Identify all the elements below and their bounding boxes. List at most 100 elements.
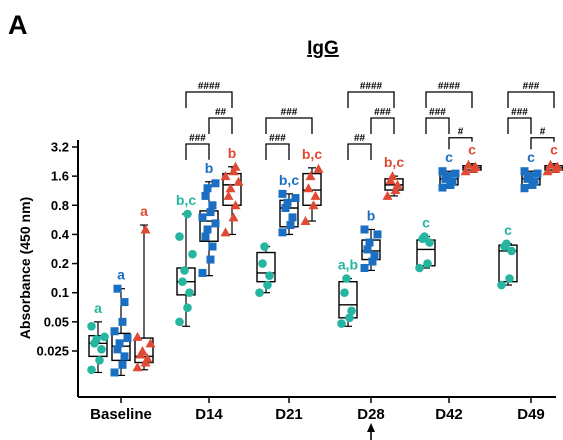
significance-bracket: ## <box>208 107 233 134</box>
data-point <box>370 251 379 260</box>
significance-bracket: #### <box>425 81 473 108</box>
significance-bracket: ### <box>507 107 532 134</box>
data-point <box>497 280 506 290</box>
significance-bracket: ### <box>370 107 395 134</box>
data-point <box>180 266 189 275</box>
data-point <box>201 191 210 200</box>
group-letter: a,b <box>338 257 358 273</box>
x-tick-label: D28 <box>357 406 385 423</box>
data-point <box>363 245 372 254</box>
y-tick-label: 0.05 <box>44 314 69 329</box>
data-point <box>288 213 297 222</box>
x-tick-label: D49 <box>517 406 545 423</box>
significance-label: #### <box>198 81 221 92</box>
group-letter: c <box>468 142 476 158</box>
data-point <box>281 203 290 212</box>
data-point <box>423 259 432 268</box>
data-point <box>520 184 529 193</box>
data-point <box>542 166 553 176</box>
data-point <box>382 190 393 200</box>
data-point <box>110 368 119 377</box>
data-point <box>258 259 267 268</box>
group-letter: b <box>228 145 237 161</box>
data-point <box>505 274 514 283</box>
data-point <box>392 179 403 189</box>
data-point <box>533 169 542 178</box>
significance-label: ### <box>281 107 298 118</box>
data-point <box>451 169 460 178</box>
data-point <box>120 298 129 307</box>
data-point <box>178 277 187 286</box>
group-letter: c <box>504 222 512 238</box>
significance-label: ### <box>523 81 540 92</box>
bracket-line <box>265 117 313 134</box>
group-letter: b,c <box>176 192 196 208</box>
group-letter: c <box>550 142 558 158</box>
panel-label: A <box>8 10 28 40</box>
data-point <box>313 163 324 173</box>
significance-bracket: #### <box>347 81 395 108</box>
data-point <box>132 331 143 341</box>
bracket-line <box>448 137 473 150</box>
x-tick-label: D42 <box>435 406 463 423</box>
y-tick-label: 0.1 <box>51 285 69 300</box>
data-point <box>360 264 369 273</box>
significance-label: ### <box>374 107 391 118</box>
y-tick-label: 0.2 <box>51 256 69 271</box>
group-letter: c <box>422 215 430 231</box>
data-point <box>373 230 382 239</box>
data-point <box>208 242 217 251</box>
data-point <box>387 171 398 181</box>
data-point <box>185 288 194 298</box>
data-point <box>443 172 452 181</box>
data-point <box>278 228 287 237</box>
significance-label: ## <box>354 133 366 144</box>
significance-bracket: # <box>530 127 555 150</box>
data-point <box>220 227 231 237</box>
data-point <box>183 303 192 313</box>
data-point <box>92 335 101 344</box>
data-point <box>225 183 236 193</box>
box-plots <box>88 163 563 376</box>
data-point <box>183 209 192 219</box>
data-point <box>188 249 197 259</box>
bracket-line <box>530 137 555 150</box>
significance-label: ### <box>269 133 286 144</box>
data-point <box>120 352 129 361</box>
data-point <box>95 356 104 365</box>
data-point <box>345 313 354 323</box>
significance-bracket: ### <box>425 107 450 134</box>
data-point <box>223 190 234 200</box>
data-point <box>415 263 424 273</box>
bracket-line <box>370 117 395 134</box>
data-point <box>208 201 217 210</box>
arrow-marker <box>367 423 375 440</box>
data-point <box>137 346 148 355</box>
y-axis-label: Absorbance (450 nm) <box>17 197 33 339</box>
y-tick-label: 3.2 <box>51 140 69 155</box>
data-point <box>438 183 447 192</box>
data-point <box>283 198 292 207</box>
significance-bracket: ### <box>265 107 313 134</box>
data-point <box>211 219 220 228</box>
y-tick-label: 1.6 <box>51 169 69 184</box>
y-tick-label: 0.4 <box>51 227 70 242</box>
significance-label: # <box>458 127 464 138</box>
significance-label: ### <box>429 107 446 118</box>
data-point <box>303 183 314 193</box>
bracket-line <box>347 91 395 108</box>
group-letter: a <box>117 267 125 283</box>
significance-bracket: ## <box>347 133 372 160</box>
data-point <box>347 306 356 316</box>
data-point <box>502 239 511 249</box>
data-point <box>263 280 272 290</box>
data-point <box>97 345 106 354</box>
data-point <box>201 232 210 241</box>
group-letter: c <box>527 149 535 165</box>
group-letter: b,c <box>302 146 322 162</box>
data-point <box>228 212 239 222</box>
group-letter: b <box>205 160 214 176</box>
data-point <box>368 257 377 266</box>
data-point <box>255 288 264 298</box>
